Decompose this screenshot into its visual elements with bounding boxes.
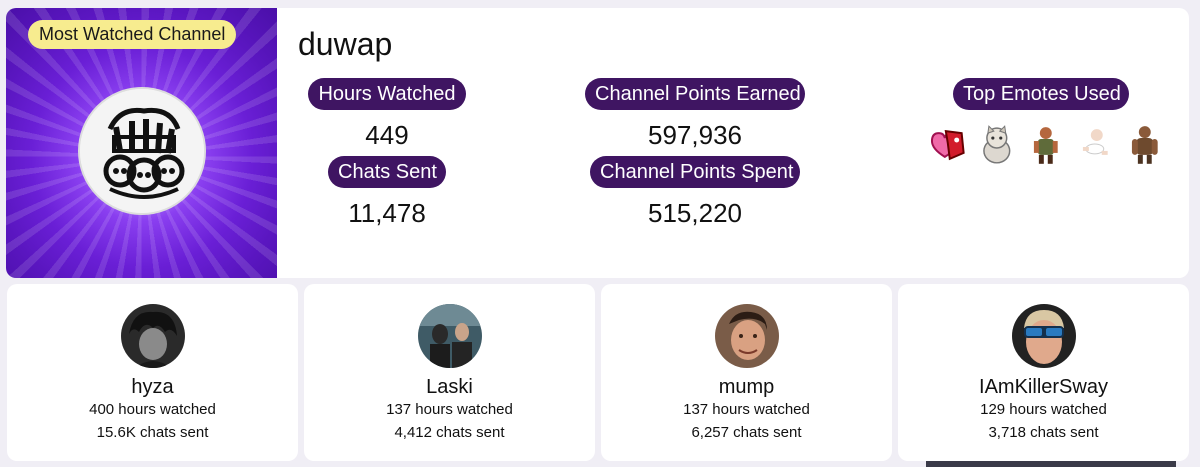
channel-card[interactable]: hyza 400 hours watched 15.6K chats sent	[7, 284, 298, 461]
channel-avatar	[417, 304, 482, 368]
hero-banner: Most Watched Channel	[6, 8, 277, 278]
hours-watched-value: 449	[365, 120, 409, 150]
avatar-iamkillersway-icon	[1011, 304, 1076, 368]
avatar-laski-icon	[417, 304, 482, 368]
channel-avatar	[714, 304, 779, 368]
channel-card[interactable]: IAmKillerSway 129 hours watched 3,718 ch…	[898, 284, 1189, 461]
chats-sent: 4,412 chats sent	[394, 424, 505, 441]
cat-emote-icon[interactable]	[976, 123, 1018, 165]
channel-name[interactable]: hyza	[131, 376, 174, 398]
channel-points-earned-value: 597,936	[648, 120, 742, 150]
most-watched-channel-card: Most Watched Channel duwap Hours Watched…	[6, 8, 1189, 278]
channel-avatar	[1011, 304, 1076, 368]
chats-sent: 6,257 chats sent	[691, 424, 802, 441]
channel-points-earned-label: Channel Points Earned	[585, 78, 805, 110]
channel-card[interactable]: mump 137 hours watched 6,257 chats sent	[601, 284, 892, 461]
hours-watched: 129 hours watched	[980, 401, 1107, 418]
channel-name[interactable]: Laski	[426, 376, 473, 398]
hours-watched-label: Hours Watched	[308, 78, 466, 110]
chats-sent: 15.6K chats sent	[96, 424, 209, 441]
avatar-mump-icon	[714, 304, 779, 368]
baby-emote-icon[interactable]	[1075, 123, 1117, 165]
channel-points-spent-value: 515,220	[648, 198, 742, 228]
heart-devil-emote-icon[interactable]	[926, 123, 968, 165]
gorilla-emote-icon[interactable]	[1124, 123, 1166, 165]
channel-name[interactable]: mump	[718, 376, 775, 398]
channel-avatar[interactable]	[78, 87, 206, 215]
page-bottom-strip	[926, 461, 1176, 467]
channel-avatar-sketch-icon	[80, 89, 204, 213]
channel-name[interactable]: IAmKillerSway	[979, 376, 1108, 398]
channel-avatar	[120, 304, 185, 368]
top-emotes-list	[926, 118, 1166, 170]
chats-sent: 3,718 chats sent	[988, 424, 1099, 441]
avatar-hyza-icon	[120, 304, 185, 368]
channel-card[interactable]: Laski 137 hours watched 4,412 chats sent	[304, 284, 595, 461]
channel-name[interactable]: duwap	[298, 26, 393, 62]
hours-watched: 400 hours watched	[89, 401, 216, 418]
top-emotes-label: Top Emotes Used	[953, 78, 1129, 110]
chats-sent-label: Chats Sent	[328, 156, 446, 188]
hours-watched: 137 hours watched	[683, 401, 810, 418]
most-watched-badge: Most Watched Channel	[28, 20, 237, 49]
chats-sent-value: 11,478	[348, 198, 426, 228]
channel-points-spent-label: Channel Points Spent	[590, 156, 800, 188]
soldier-emote-icon[interactable]	[1025, 123, 1067, 165]
hours-watched: 137 hours watched	[386, 401, 513, 418]
